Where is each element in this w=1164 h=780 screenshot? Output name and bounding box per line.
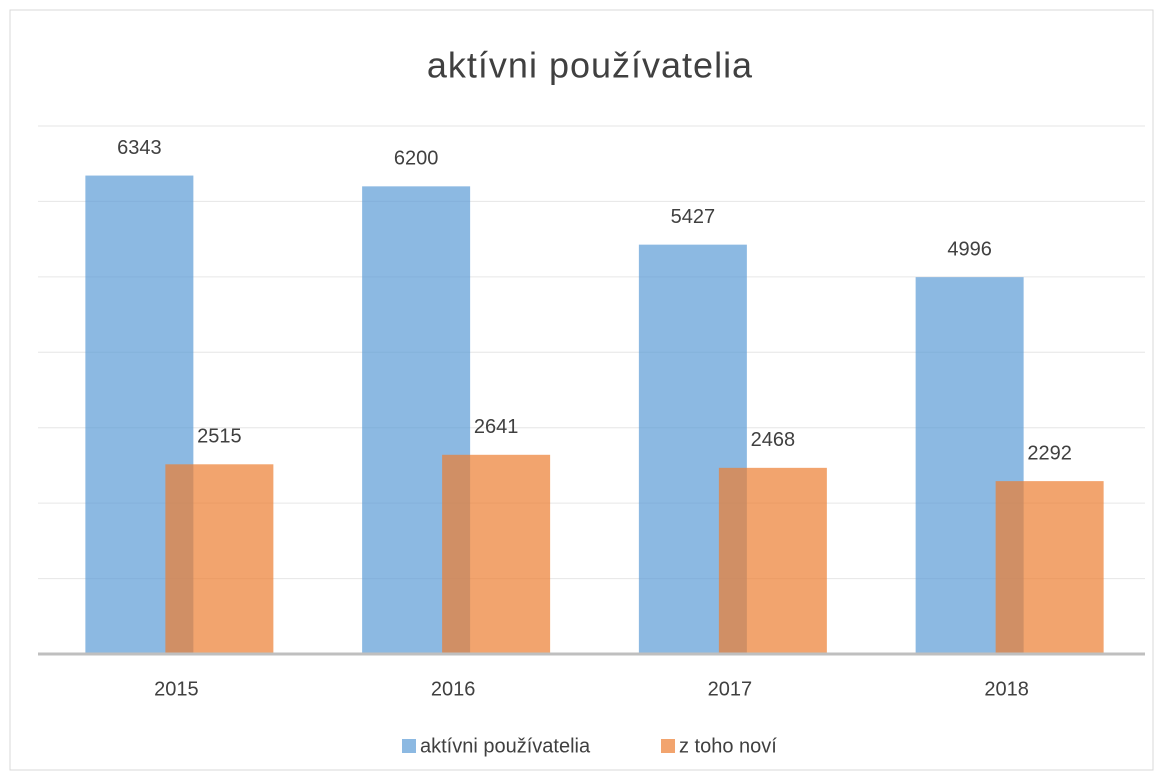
x-tick-label: 2018	[984, 678, 1029, 700]
data-label: 2468	[751, 429, 796, 451]
legend-label: aktívni používatelia	[420, 735, 591, 757]
data-label: 2641	[474, 416, 519, 438]
x-tick-label: 2016	[431, 678, 476, 700]
bar	[442, 454, 551, 654]
bar	[165, 464, 274, 654]
legend-label: z toho noví	[679, 735, 777, 757]
x-tick-label: 2017	[708, 678, 753, 700]
data-label: 6200	[394, 148, 439, 170]
legend-swatch	[661, 739, 675, 753]
data-label: 4996	[947, 238, 992, 260]
bar	[995, 481, 1104, 654]
data-label: 2515	[197, 426, 242, 448]
data-label: 5427	[671, 206, 716, 228]
x-tick-label: 2015	[154, 678, 199, 700]
bar	[718, 467, 827, 654]
data-label: 2292	[1027, 442, 1072, 464]
data-label: 6343	[117, 137, 162, 159]
legend-swatch	[402, 739, 416, 753]
chart-title: aktívni používatelia	[427, 45, 753, 86]
